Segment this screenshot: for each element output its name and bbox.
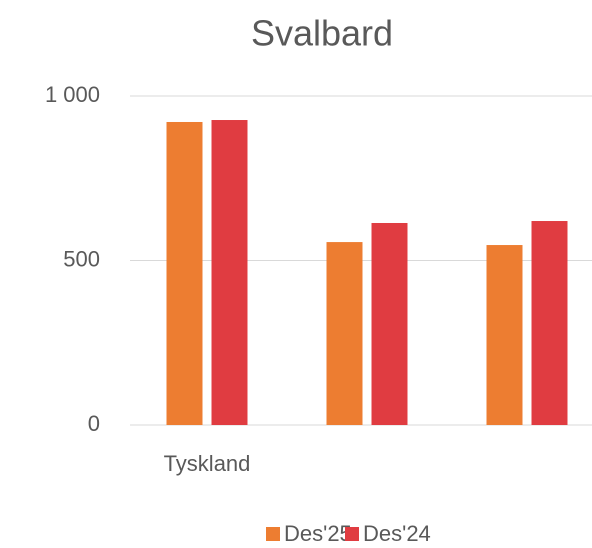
bar	[371, 222, 408, 425]
bar	[531, 221, 568, 425]
legend-label: Des'24	[363, 521, 431, 546]
legend-swatch	[345, 527, 359, 541]
y-tick-label: 500	[63, 246, 100, 271]
legend-swatch	[266, 527, 280, 541]
x-tick-label: Tyskland	[164, 451, 251, 476]
chart-title: Svalbard	[251, 13, 393, 54]
bar	[326, 242, 363, 425]
bar	[211, 120, 248, 425]
y-tick-label: 0	[88, 411, 100, 436]
bar	[486, 245, 523, 425]
legend-label: Des'25	[284, 521, 352, 546]
y-tick-label: 1 000	[45, 82, 100, 107]
bar	[166, 121, 203, 425]
